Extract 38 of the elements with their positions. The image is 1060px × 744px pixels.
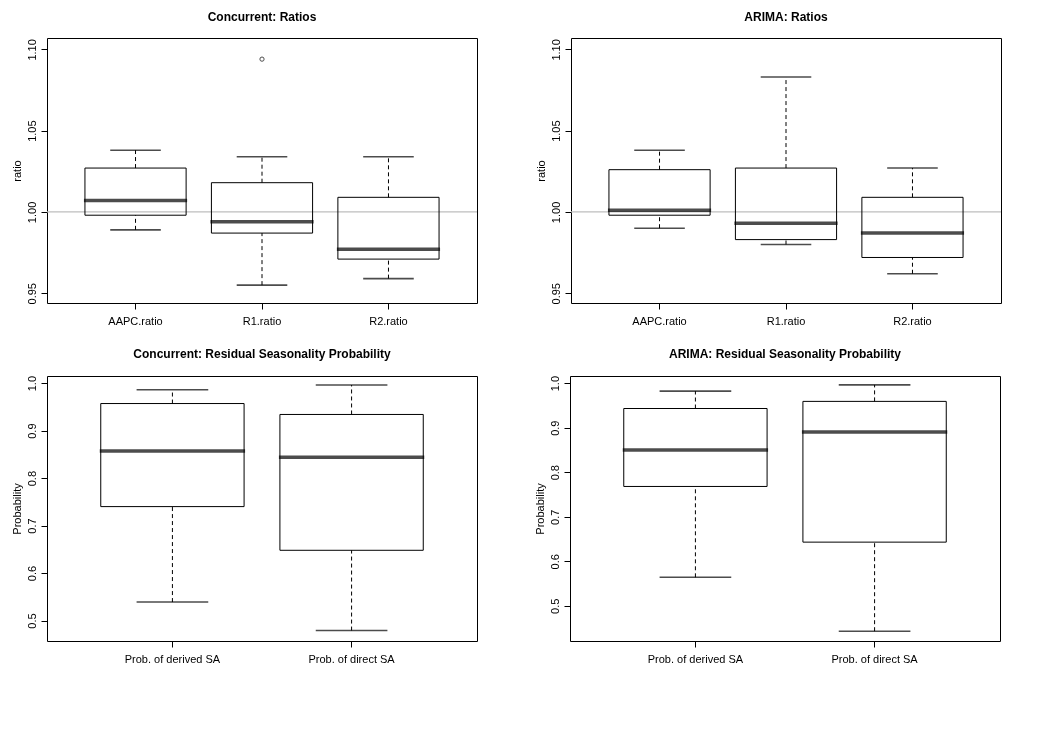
y-tick-label: 1.00 xyxy=(549,201,562,224)
x-tick-label: AAPC.ratio xyxy=(632,314,687,327)
y-tick-label: 0.6 xyxy=(548,554,561,570)
y-axis-title: ratio xyxy=(10,160,23,182)
y-tick-label: 1.05 xyxy=(25,120,38,142)
y-tick-label: 0.9 xyxy=(548,420,561,436)
x-tick-label: R2.ratio xyxy=(893,314,932,327)
y-tick-label: 1.10 xyxy=(549,39,562,61)
chart-title: Concurrent: Ratios xyxy=(207,10,317,24)
y-tick-label: 0.5 xyxy=(548,598,561,614)
y-tick-label: 1.10 xyxy=(25,39,38,61)
y-axis-title: Probability xyxy=(10,482,23,535)
x-tick-label: Prob. of derived SA xyxy=(647,652,744,665)
x-tick-label: R1.ratio xyxy=(242,314,282,327)
y-tick-label: 1.00 xyxy=(25,201,38,224)
x-tick-label: Prob. of direct SA xyxy=(831,652,919,665)
y-axis-title: ratio xyxy=(534,160,547,182)
chart-title: Concurrent: Residual Seasonality Probability xyxy=(133,347,392,362)
y-axis-title: Probability xyxy=(533,482,546,535)
y-tick-label: 1.0 xyxy=(548,375,561,392)
x-tick-label: AAPC.ratio xyxy=(108,314,163,327)
x-tick-label: R1.ratio xyxy=(766,314,806,327)
y-tick-label: 1.0 xyxy=(25,375,38,392)
y-tick-label: 0.95 xyxy=(25,283,38,305)
y-tick-label: 1.05 xyxy=(549,120,562,142)
x-tick-label: Prob. of derived SA xyxy=(124,652,221,665)
y-tick-label: 0.9 xyxy=(25,423,38,439)
chart-title: ARIMA: Ratios xyxy=(744,10,828,24)
x-tick-label: Prob. of direct SA xyxy=(308,652,396,665)
x-tick-label: R2.ratio xyxy=(369,314,408,327)
chart-title: ARIMA: Residual Seasonality Probability xyxy=(668,347,902,362)
y-tick-label: 0.7 xyxy=(548,509,561,525)
y-tick-label: 0.6 xyxy=(25,565,38,582)
y-tick-label: 0.8 xyxy=(25,470,38,487)
y-tick-label: 0.8 xyxy=(548,465,561,481)
y-tick-label: 0.95 xyxy=(549,283,562,305)
y-tick-label: 0.5 xyxy=(25,613,38,629)
y-tick-label: 0.7 xyxy=(25,518,38,534)
